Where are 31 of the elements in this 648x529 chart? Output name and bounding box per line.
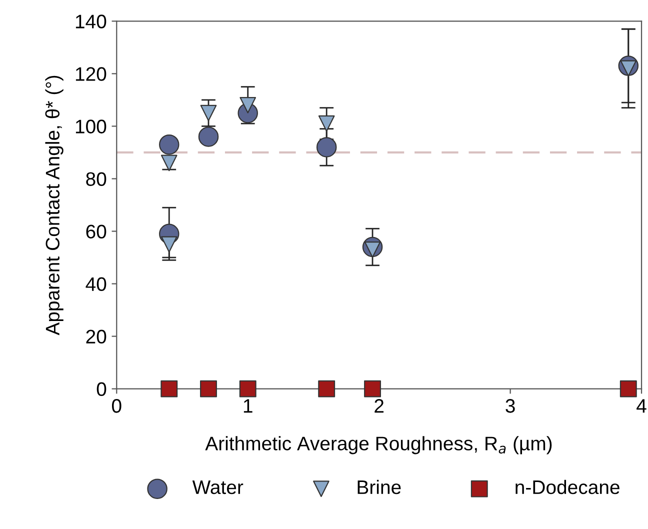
y-tick-label: 120 — [76, 67, 106, 81]
point — [620, 380, 637, 398]
x-tick-label: 0 — [112, 399, 122, 413]
point — [318, 115, 335, 132]
point — [160, 154, 178, 172]
point — [160, 380, 178, 398]
point — [239, 380, 256, 398]
y-tick-label: 80 — [86, 172, 106, 186]
legend-label: n-Dodecane — [516, 480, 620, 494]
y-tick-label: 40 — [86, 277, 106, 292]
point — [198, 126, 219, 147]
x-tick-label: 1 — [244, 399, 252, 413]
x-axis-title: Arithmetic Average Roughness, R$_{a}$ (µm) — [205, 436, 552, 454]
y-tick-label: 100 — [76, 120, 106, 134]
point — [160, 236, 178, 253]
y-axis-title: Apparent Contact Angle, θ* (°) — [45, 76, 64, 336]
legend-label: Water — [192, 480, 244, 494]
y-tick-label: 20 — [86, 330, 106, 344]
x-tick-label: 3 — [506, 399, 515, 413]
y-tick-label: 60 — [86, 224, 106, 238]
x-tick-label: 2 — [374, 399, 384, 413]
x-tick-label: 4 — [636, 399, 646, 413]
y-tick-label: 0 — [96, 382, 106, 396]
point — [364, 380, 381, 398]
point — [318, 380, 336, 398]
legend-label: Brine — [358, 480, 401, 494]
point — [200, 104, 217, 122]
point — [200, 380, 217, 398]
y-tick-label: 140 — [76, 14, 106, 28]
point — [159, 134, 180, 155]
point — [316, 137, 337, 158]
